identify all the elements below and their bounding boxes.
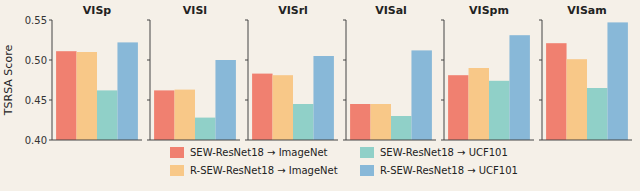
legend-swatch <box>360 165 374 176</box>
bar <box>489 81 509 140</box>
x-axis-line <box>248 140 338 141</box>
y-tick <box>49 60 52 61</box>
bar <box>293 104 313 140</box>
panel-title: VISrl <box>278 4 308 17</box>
x-axis-line <box>542 140 632 141</box>
y-tick <box>49 100 52 101</box>
legend-label: R-SEW-ResNet18 → UCF101 <box>380 165 518 176</box>
y-axis-line <box>542 20 543 140</box>
bar <box>546 43 566 140</box>
legend-label: SEW-ResNet18 → ImageNet <box>190 147 328 158</box>
y-tick-label: 0.50 <box>25 55 47 66</box>
y-tick-label: 0.55 <box>25 15 47 26</box>
y-tick <box>441 20 444 21</box>
y-tick <box>49 140 52 141</box>
panel: VISpm <box>441 4 534 140</box>
y-tick <box>147 20 150 21</box>
bars <box>154 60 236 140</box>
y-axis-line <box>52 20 53 140</box>
y-tick <box>539 100 542 101</box>
panel-title: VISpm <box>469 4 509 17</box>
bars <box>56 42 138 140</box>
panel: VISal <box>343 4 436 140</box>
panel-title: VISal <box>375 4 407 17</box>
bar <box>97 90 117 140</box>
bar <box>252 74 272 140</box>
panel: 0.40 0.45 0.50 0.55 VISp <box>25 4 142 146</box>
bar <box>350 104 370 140</box>
bar <box>215 60 235 140</box>
bar <box>607 22 627 140</box>
legend-swatch <box>170 147 184 158</box>
bar <box>371 104 391 140</box>
y-tick-label: 0.45 <box>25 95 47 106</box>
y-tick <box>245 140 248 141</box>
y-tick <box>441 100 444 101</box>
panel-title: VISl <box>183 4 207 17</box>
y-tick <box>539 140 542 141</box>
bar <box>448 75 468 140</box>
chart-container: TSRSA Score 0.40 0.45 0.50 0.55 VISp VISl VISrl… <box>0 0 640 191</box>
legend-swatch <box>360 147 374 158</box>
panel: VISl <box>147 4 240 140</box>
x-axis-line <box>346 140 436 141</box>
y-axis-line <box>248 20 249 140</box>
legend-item: SEW-ResNet18 → ImageNet <box>170 147 328 158</box>
bar <box>195 118 215 140</box>
legend-label: R-SEW-ResNet18 → ImageNet <box>190 165 338 176</box>
y-tick <box>245 60 248 61</box>
y-axis-label: TSRSA Score <box>2 45 15 117</box>
y-tick <box>441 140 444 141</box>
bar <box>117 42 137 140</box>
panel: VISrl <box>245 4 338 140</box>
bar <box>411 50 431 140</box>
y-tick <box>441 60 444 61</box>
chart: TSRSA Score 0.40 0.45 0.50 0.55 VISp VISl VISrl… <box>0 0 640 191</box>
legend-item: R-SEW-ResNet18 → ImageNet <box>170 165 338 176</box>
y-tick <box>147 140 150 141</box>
y-tick <box>147 60 150 61</box>
y-tick <box>539 20 542 21</box>
y-tick-label: 0.40 <box>25 135 47 146</box>
y-axis-line <box>346 20 347 140</box>
bar <box>469 68 489 140</box>
y-tick <box>539 60 542 61</box>
bar <box>77 52 97 140</box>
bar <box>56 51 76 140</box>
y-axis-line <box>444 20 445 140</box>
bar <box>273 75 293 140</box>
bars <box>546 22 628 140</box>
y-tick <box>245 20 248 21</box>
panel-title: VISam <box>567 4 606 17</box>
bar <box>391 116 411 140</box>
bar <box>175 90 195 140</box>
y-tick <box>147 100 150 101</box>
legend-item: SEW-ResNet18 → UCF101 <box>360 147 508 158</box>
bar <box>154 90 174 140</box>
x-axis-line <box>52 140 142 141</box>
legend-item: R-SEW-ResNet18 → UCF101 <box>360 165 518 176</box>
y-tick <box>343 20 346 21</box>
y-tick <box>343 140 346 141</box>
bar <box>587 88 607 140</box>
legend-label: SEW-ResNet18 → UCF101 <box>380 147 508 158</box>
panel-title: VISp <box>83 4 112 17</box>
panel: VISam <box>539 4 632 140</box>
bars <box>350 50 432 140</box>
bar <box>509 35 529 140</box>
bars <box>252 56 334 140</box>
bars <box>448 35 530 140</box>
legend-swatch <box>170 165 184 176</box>
y-tick <box>245 100 248 101</box>
x-axis-line <box>150 140 240 141</box>
y-axis-line <box>150 20 151 140</box>
y-tick <box>49 20 52 21</box>
y-tick <box>343 100 346 101</box>
x-axis-line <box>444 140 534 141</box>
legend: SEW-ResNet18 → ImageNet R-SEW-ResNet18 → … <box>170 147 518 176</box>
bar <box>313 56 333 140</box>
bar <box>567 59 587 140</box>
y-tick <box>343 60 346 61</box>
